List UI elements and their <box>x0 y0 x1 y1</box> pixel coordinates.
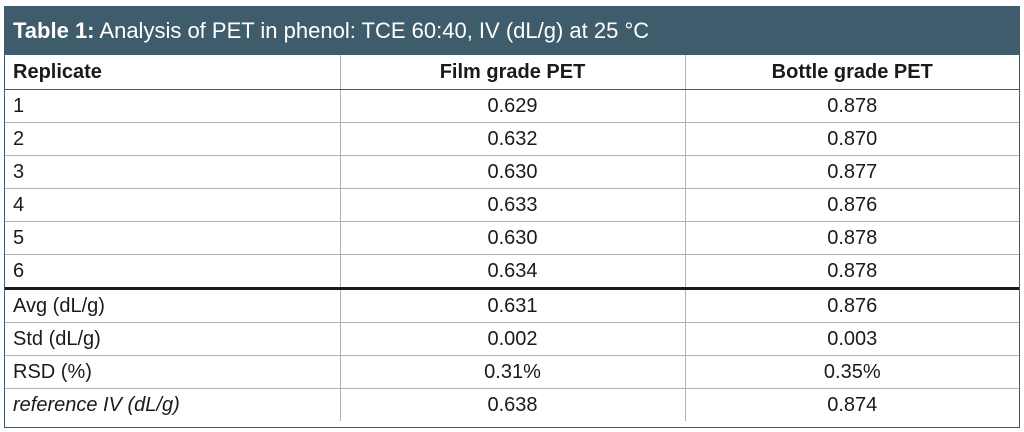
column-header-film-grade: Film grade PET <box>339 55 685 90</box>
film-grade-cell: 0.632 <box>339 122 685 156</box>
results-table: Replicate Film grade PET Bottle grade PE… <box>5 55 1019 421</box>
replicate-cell: 2 <box>5 122 340 156</box>
film-grade-cell: 0.633 <box>339 188 685 222</box>
summary-label: reference IV (dL/g) <box>13 394 180 416</box>
film-grade-cell: 0.638 <box>339 388 685 421</box>
column-header-replicate: Replicate <box>5 55 340 90</box>
bottle-grade-cell: 0.870 <box>684 122 1019 156</box>
bottle-grade-cell: 0.003 <box>684 322 1019 356</box>
summary-label: Avg (dL/g) <box>5 288 340 323</box>
replicate-cell: 4 <box>5 188 340 222</box>
summary-row-reference: reference IV (dL/g) 0.638 0.874 <box>5 388 1019 421</box>
bottle-grade-cell: 0.35% <box>684 355 1019 389</box>
replicate-cell: 6 <box>5 254 340 290</box>
bottle-grade-cell: 0.876 <box>684 288 1019 323</box>
summary-row-avg: Avg (dL/g) 0.631 0.876 <box>5 288 1019 323</box>
table-row: 1 0.629 0.878 <box>5 89 1019 123</box>
replicate-cell: 3 <box>5 155 340 189</box>
table-row: 3 0.630 0.877 <box>5 155 1019 189</box>
bottle-grade-cell: 0.878 <box>684 89 1019 123</box>
table-caption-label: Table 1: <box>13 18 95 43</box>
data-table-panel: Table 1: Analysis of PET in phenol: TCE … <box>4 6 1020 428</box>
bottle-grade-cell: 0.878 <box>684 221 1019 255</box>
column-header-bottle-grade: Bottle grade PET <box>684 55 1019 90</box>
film-grade-cell: 0.630 <box>339 155 685 189</box>
film-grade-cell: 0.630 <box>339 221 685 255</box>
film-grade-cell: 0.31% <box>339 355 685 389</box>
table-row: 4 0.633 0.876 <box>5 188 1019 222</box>
table-row: 2 0.632 0.870 <box>5 122 1019 156</box>
replicate-cell: 1 <box>5 89 340 123</box>
bottle-grade-cell: 0.874 <box>684 388 1019 421</box>
table-row: 6 0.634 0.878 <box>5 254 1019 290</box>
film-grade-cell: 0.634 <box>339 254 685 290</box>
bottle-grade-cell: 0.877 <box>684 155 1019 189</box>
summary-row-std: Std (dL/g) 0.002 0.003 <box>5 322 1019 356</box>
film-grade-cell: 0.629 <box>339 89 685 123</box>
summary-row-rsd: RSD (%) 0.31% 0.35% <box>5 355 1019 389</box>
table-caption: Table 1: Analysis of PET in phenol: TCE … <box>5 7 1019 55</box>
bottle-grade-cell: 0.876 <box>684 188 1019 222</box>
replicate-cell: 5 <box>5 221 340 255</box>
bottle-grade-cell: 0.878 <box>684 254 1019 290</box>
summary-label: Std (dL/g) <box>5 322 340 356</box>
summary-label: RSD (%) <box>5 355 340 389</box>
table-caption-text: Analysis of PET in phenol: TCE 60:40, IV… <box>94 18 650 43</box>
film-grade-cell: 0.631 <box>339 288 685 323</box>
table-row: 5 0.630 0.878 <box>5 221 1019 255</box>
table-header-row: Replicate Film grade PET Bottle grade PE… <box>5 55 1019 90</box>
film-grade-cell: 0.002 <box>339 322 685 356</box>
